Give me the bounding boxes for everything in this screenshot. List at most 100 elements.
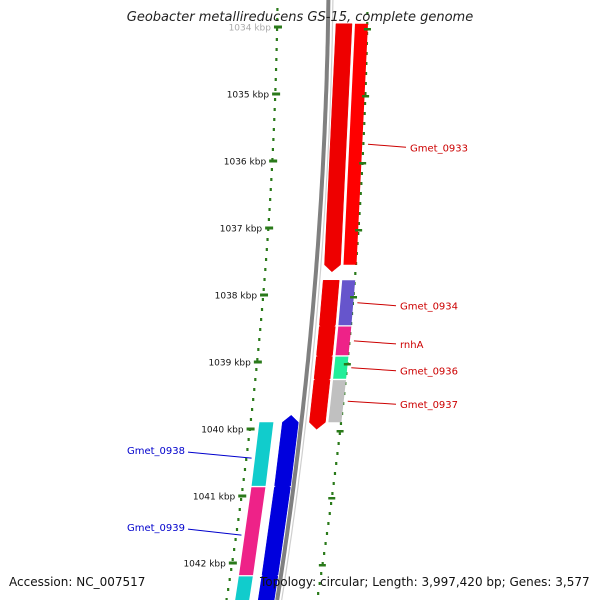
gene-label-leader <box>351 367 397 372</box>
outer-dot <box>258 338 261 341</box>
scale-tick-label: 1038 kbp <box>215 292 258 302</box>
outer-dot <box>247 438 250 441</box>
inner-dot <box>361 152 365 155</box>
inner-tick-mark <box>359 162 367 165</box>
outer-dot <box>264 258 268 261</box>
outer-dot <box>276 18 279 21</box>
inner-dot <box>365 62 368 65</box>
inner-dot <box>366 22 369 25</box>
inner-dot <box>357 222 361 225</box>
outer-dot <box>233 548 236 551</box>
outer-dot <box>276 8 279 11</box>
gene-label: Gmet_0937 <box>400 400 458 411</box>
inner-dot <box>366 12 369 15</box>
gene-labels: Gmet_0933 Gmet_0934 rnhA Gmet_0936 Gmet_0937… <box>127 143 468 536</box>
inner-dot <box>354 272 357 275</box>
genome-summary-text: Topology: circular; Length: 3,997,420 bp… <box>260 575 590 589</box>
scale-ticks: 1034 kbp 1035 kbp 1036 kbp 1037 kbp 1038 kbp… <box>183 24 371 570</box>
inner-dot <box>363 102 367 105</box>
gene-cog-block <box>335 326 352 356</box>
outer-dot <box>231 558 234 561</box>
gene-label: Gmet_0936 <box>400 367 458 378</box>
outer-dot <box>270 168 273 171</box>
gene-label: rnhA <box>400 340 424 351</box>
outer-dot <box>257 348 260 351</box>
outer-dot <box>265 248 268 251</box>
inner-tick-mark <box>363 28 371 31</box>
gene-arrow <box>319 280 340 333</box>
outer-dot <box>274 78 277 81</box>
inner-tick-mark <box>362 95 370 98</box>
gene-cog-block <box>235 576 253 600</box>
outer-dot <box>250 408 254 411</box>
inner-dot <box>328 512 331 515</box>
inner-dot <box>363 122 366 125</box>
outer-dot <box>270 178 273 181</box>
scale-tick-mark <box>253 360 262 364</box>
inner-dot <box>332 482 335 485</box>
outer-dot <box>227 588 230 591</box>
outer-dot <box>267 218 271 221</box>
outer-dot <box>263 278 266 281</box>
inner-dot <box>364 72 368 75</box>
map-title: Geobacter metallireducens GS-15, complet… <box>126 10 474 25</box>
gene-label-leader <box>347 400 397 405</box>
scale-tick-label: 1037 kbp <box>220 225 263 235</box>
gene-label-leader <box>357 302 397 307</box>
gene-arrow <box>309 379 331 430</box>
outer-dot <box>266 238 269 241</box>
inner-dot <box>356 242 359 245</box>
outer-dot <box>254 378 257 381</box>
inner-dot <box>364 92 367 95</box>
outer-dot <box>228 578 231 581</box>
inner-dot <box>362 142 365 145</box>
outer-dot <box>234 538 237 541</box>
inner-dot <box>365 52 368 55</box>
genome-backbone <box>275 0 334 600</box>
gene-cog-block <box>239 487 266 576</box>
scale-tick-label: 1042 kbp <box>183 560 226 570</box>
scale-tick-mark <box>273 25 282 29</box>
outer-dot <box>255 368 258 371</box>
inner-dot <box>360 172 363 175</box>
inner-tick-mark <box>350 296 358 299</box>
scale-tick-mark <box>228 561 237 565</box>
outer-dot <box>274 68 278 71</box>
outer-dot <box>273 118 276 121</box>
inner-tick-mark <box>355 229 363 232</box>
outer-dot <box>273 108 276 111</box>
scale-tick-mark <box>265 226 274 230</box>
inner-tick-mark <box>328 497 336 500</box>
gene-track <box>235 23 368 600</box>
outer-dot <box>269 188 272 191</box>
inner-dot <box>321 562 324 565</box>
scale-tick-label: 1035 kbp <box>227 91 270 101</box>
outer-dot <box>264 268 267 271</box>
outer-dot <box>225 598 228 600</box>
scale-tick-label: 1040 kbp <box>201 426 244 436</box>
outer-dot <box>238 508 241 511</box>
inner-dot <box>318 582 321 585</box>
outer-dot <box>275 58 278 61</box>
gene-label-leader <box>187 451 252 459</box>
outer-dot <box>262 288 265 291</box>
inner-tick-mark <box>318 564 326 567</box>
inner-dot <box>333 472 337 475</box>
inner-dot <box>323 552 326 555</box>
gene-label: Gmet_0933 <box>410 143 468 154</box>
outer-dot <box>275 28 279 31</box>
gene-cog-block <box>251 422 274 486</box>
inner-dot <box>360 182 363 185</box>
outer-dot <box>253 388 256 391</box>
scale-tick-mark <box>272 92 281 96</box>
inner-dot <box>325 532 329 535</box>
outer-dot <box>271 148 275 151</box>
inner-dot <box>336 452 339 455</box>
inner-dot <box>363 112 366 115</box>
inner-dot <box>362 132 365 135</box>
outer-dot <box>249 418 253 421</box>
outer-dot <box>273 98 277 101</box>
outer-dot <box>235 528 239 531</box>
outer-dot <box>261 298 264 301</box>
inner-dot <box>357 232 360 235</box>
